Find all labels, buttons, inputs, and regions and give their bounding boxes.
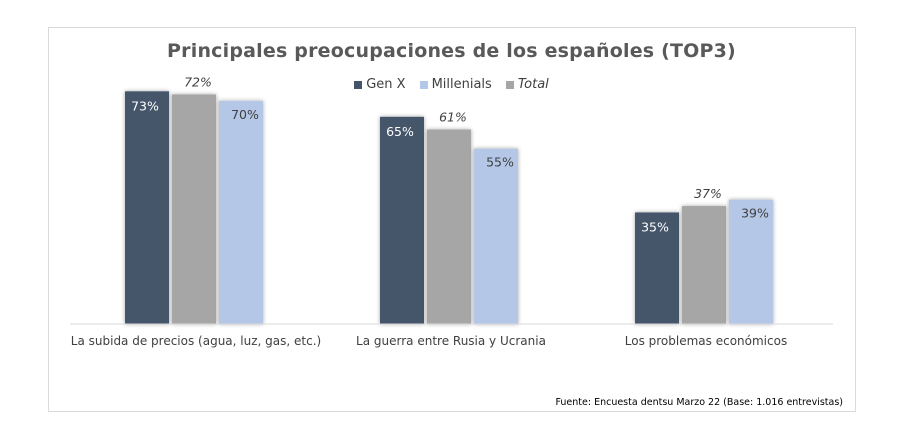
legend-label-millenials: Millenials	[431, 77, 492, 92]
data-label-gen-x-2: 35%	[641, 219, 669, 234]
legend-label-total: Total	[517, 77, 549, 92]
bar-total-2	[682, 206, 726, 324]
bar-total-1	[427, 129, 471, 324]
data-label-gen-x-0: 73%	[131, 98, 159, 113]
bar-gen-x-1	[380, 116, 424, 324]
legend-item-total: Total	[505, 77, 549, 92]
source-note: Fuente: Encuesta dentsu Marzo 22 (Base: …	[555, 397, 843, 408]
category-label-0: La subida de precios (agua, luz, gas, et…	[71, 334, 321, 348]
data-label-total-0: 72%	[184, 75, 212, 90]
category-label-2: Los problemas económicos	[625, 334, 787, 348]
bar-millenials-1	[474, 148, 518, 324]
bar-millenials-2	[729, 199, 773, 324]
data-label-millenials-1: 55%	[486, 155, 514, 170]
data-label-millenials-2: 39%	[741, 206, 769, 221]
category-label-1: La guerra entre Rusia y Ucrania	[356, 334, 546, 348]
legend: Gen X Millenials Total	[0, 77, 903, 92]
legend-item-millenials: Millenials	[419, 77, 492, 92]
bar-gen-x-2	[635, 212, 679, 324]
data-label-millenials-0: 70%	[231, 107, 259, 122]
chart-title: Principales preocupaciones de los españo…	[167, 40, 736, 62]
data-label-gen-x-1: 65%	[386, 124, 414, 139]
data-label-total-2: 37%	[694, 186, 722, 201]
legend-label-gen-x: Gen X	[366, 77, 406, 92]
bar-total-0	[172, 94, 216, 324]
data-label-total-1: 61%	[439, 110, 467, 125]
bar-millenials-0	[219, 100, 263, 324]
bar-gen-x-0	[125, 91, 169, 324]
legend-swatch-total	[505, 80, 514, 89]
legend-swatch-millenials	[419, 80, 428, 89]
legend-item-gen-x: Gen X	[354, 77, 406, 92]
legend-swatch-gen-x	[354, 80, 363, 89]
